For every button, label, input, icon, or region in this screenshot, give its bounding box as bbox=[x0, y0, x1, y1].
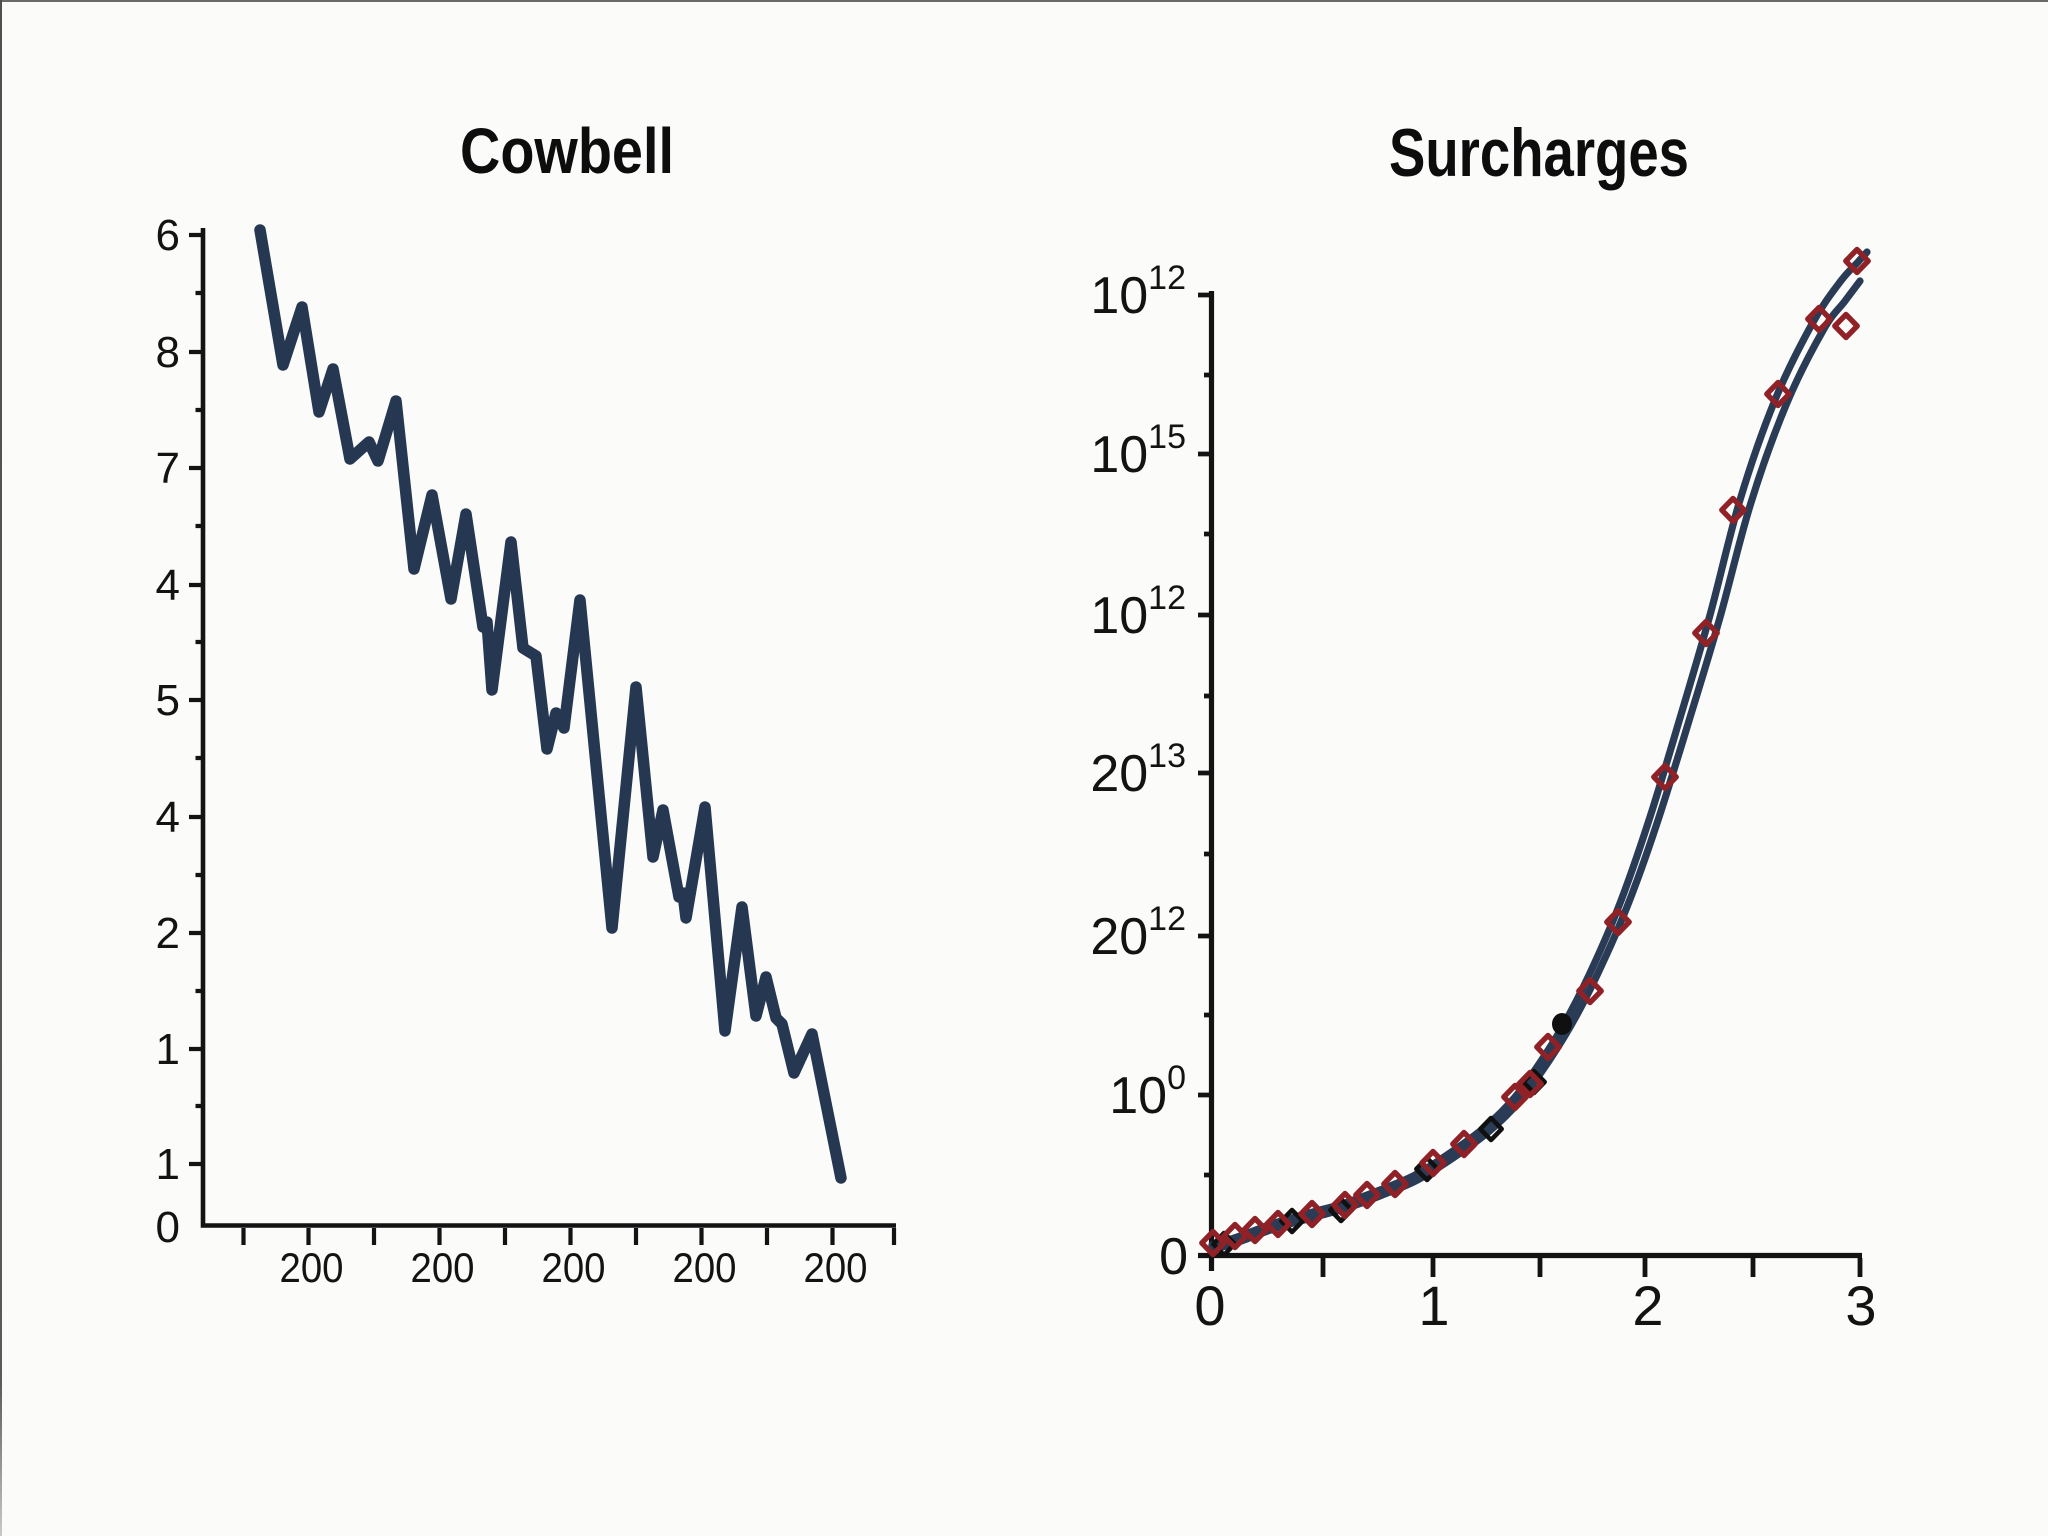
svg-text:200: 200 bbox=[542, 1244, 606, 1291]
svg-text:1: 1 bbox=[1418, 1274, 1449, 1337]
svg-text:200: 200 bbox=[280, 1244, 344, 1291]
svg-text:0: 0 bbox=[156, 1203, 180, 1252]
svg-text:0: 0 bbox=[1194, 1274, 1225, 1337]
svg-text:0: 0 bbox=[1159, 1228, 1188, 1286]
svg-text:6: 6 bbox=[156, 211, 180, 260]
svg-text:4: 4 bbox=[156, 561, 180, 610]
svg-text:7: 7 bbox=[156, 444, 180, 493]
svg-text:4: 4 bbox=[156, 793, 180, 842]
svg-text:200: 200 bbox=[411, 1244, 475, 1291]
svg-text:2: 2 bbox=[156, 909, 180, 958]
svg-text:200: 200 bbox=[804, 1244, 868, 1291]
svg-text:5: 5 bbox=[156, 676, 180, 725]
svg-text:Surcharges: Surcharges bbox=[1389, 115, 1689, 191]
svg-text:8: 8 bbox=[156, 328, 180, 377]
svg-text:2: 2 bbox=[1632, 1274, 1663, 1337]
svg-text:200: 200 bbox=[673, 1244, 737, 1291]
svg-text:3: 3 bbox=[1845, 1274, 1876, 1337]
svg-text:1: 1 bbox=[156, 1025, 180, 1074]
svg-text:1012: 1012 bbox=[1090, 259, 1186, 325]
svg-text:2013: 2013 bbox=[1090, 737, 1186, 803]
svg-text:Cowbell: Cowbell bbox=[460, 115, 674, 187]
svg-text:1: 1 bbox=[156, 1140, 180, 1189]
